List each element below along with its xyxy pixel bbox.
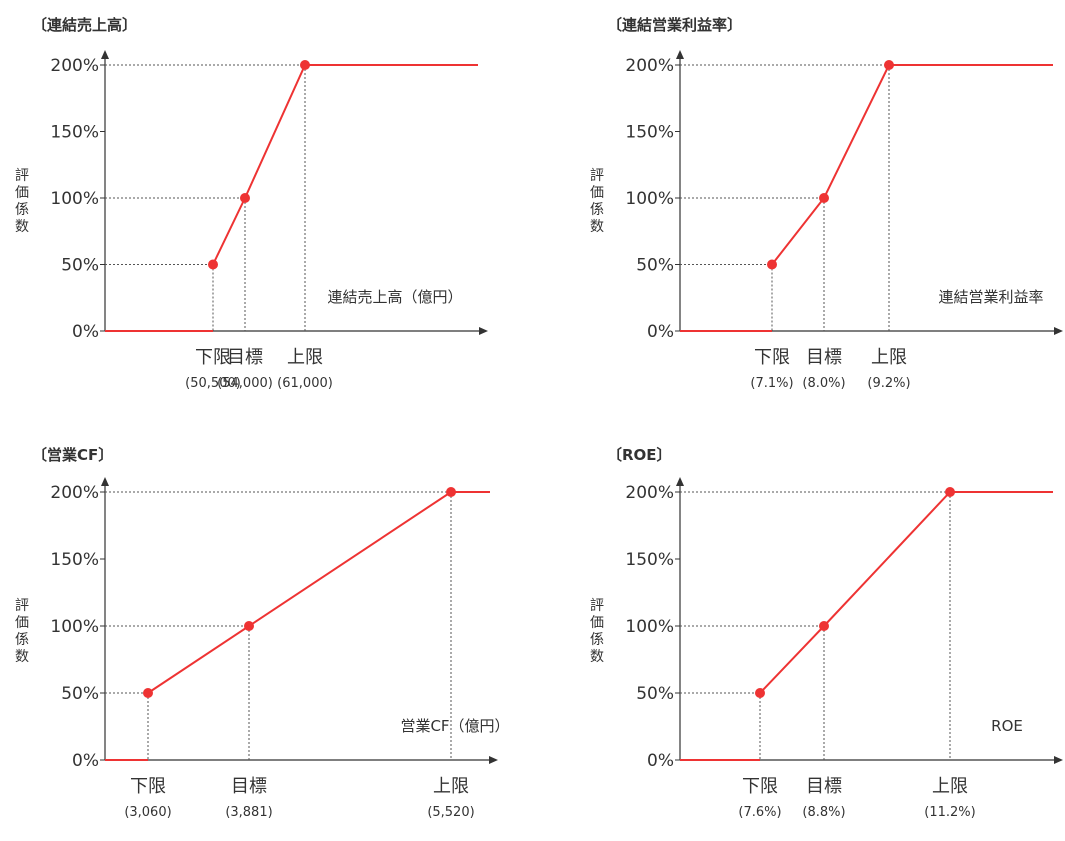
x-axis-arrow — [1054, 756, 1063, 764]
data-point — [884, 60, 894, 70]
series-line — [147, 491, 490, 694]
y-axis-label: 評価係数 — [590, 598, 604, 665]
y-tick-label: 100% — [625, 617, 674, 637]
x-marker-value: (8.8%) — [802, 805, 845, 820]
y-tick-label: 0% — [647, 322, 674, 342]
x-axis-arrow — [479, 327, 488, 335]
chart-title: 〔連結営業利益率〕 — [607, 16, 742, 34]
data-point — [244, 621, 254, 631]
x-axis-arrow — [1054, 327, 1063, 335]
y-tick-label: 100% — [50, 617, 99, 637]
y-axis-label: 評価係数 — [590, 168, 604, 235]
y-axis-arrow — [101, 50, 109, 59]
data-point — [819, 621, 829, 631]
x-marker-value: (7.1%) — [750, 376, 793, 391]
y-tick-label: 200% — [50, 483, 99, 503]
x-marker-value: (61,000) — [277, 376, 333, 391]
x-marker-label: 下限 — [195, 347, 231, 368]
chart-svg: 〔連結営業利益率〕評価係数 0% 50% 100% 150% 200% 下限 (7.1%) 目標… — [590, 16, 1063, 391]
y-tick-label: 100% — [50, 189, 99, 209]
x-marker-value: (3,060) — [124, 805, 171, 820]
chart-svg: 〔ROE〕評価係数 0% 50% 100% 150% 200% 下限 (7.6%) 目標 (8.8… — [590, 446, 1063, 820]
y-tick-label: 150% — [625, 123, 674, 143]
series-line — [212, 64, 478, 265]
x-axis-label: ROE — [991, 717, 1023, 735]
chart-svg: 〔営業CF〕評価係数 0% 50% 100% 150% 200% 下限 (3,060) 目標 (3… — [15, 446, 510, 820]
y-tick-label: 150% — [50, 550, 99, 570]
x-marker-value: (8.0%) — [802, 376, 845, 391]
x-axis-label: 連結営業利益率 — [938, 288, 1043, 306]
data-point — [767, 259, 777, 270]
x-marker-label: 上限 — [871, 347, 907, 368]
x-marker-value: (54,000) — [217, 376, 273, 391]
x-marker-label: 下限 — [130, 776, 166, 797]
x-marker-label: 目標 — [806, 776, 842, 797]
data-point — [755, 688, 765, 698]
y-tick-label: 50% — [636, 256, 674, 276]
x-marker-label: 目標 — [227, 347, 263, 368]
y-tick-label: 0% — [72, 322, 99, 342]
y-tick-label: 200% — [50, 56, 99, 76]
chart-title: 〔連結売上高〕 — [32, 16, 137, 34]
series-line — [759, 491, 1053, 694]
y-tick-label: 0% — [647, 751, 674, 771]
chart-panel: 〔連結営業利益率〕評価係数 0% 50% 100% 150% 200% 下限 (7.1%) 目標… — [575, 0, 1065, 411]
data-point — [143, 688, 153, 698]
x-axis-arrow — [489, 756, 498, 764]
chart-title: 〔ROE〕 — [607, 446, 672, 464]
y-axis-arrow — [676, 477, 684, 486]
y-tick-label: 50% — [61, 256, 99, 276]
x-marker-label: 上限 — [433, 776, 469, 797]
y-tick-label: 50% — [636, 684, 674, 704]
x-axis-label: 連結売上高（億円） — [327, 288, 462, 306]
x-axis-label: 営業CF（億円） — [400, 717, 509, 735]
y-tick-label: 100% — [625, 189, 674, 209]
chart-panel: 〔ROE〕評価係数 0% 50% 100% 150% 200% 下限 (7.6%) 目標 (8.8… — [575, 430, 1065, 841]
x-marker-value: (7.6%) — [738, 805, 781, 820]
x-marker-label: 下限 — [742, 776, 778, 797]
data-point — [240, 193, 250, 203]
y-tick-label: 200% — [625, 483, 674, 503]
data-point — [819, 193, 829, 203]
x-marker-label: 目標 — [231, 776, 267, 797]
x-marker-value: (5,520) — [427, 805, 474, 820]
data-point — [446, 487, 456, 497]
x-marker-value: (50,500) — [185, 376, 241, 391]
chart-panel: 〔営業CF〕評価係数 0% 50% 100% 150% 200% 下限 (3,060) 目標 (3… — [0, 430, 530, 841]
y-tick-label: 150% — [50, 123, 99, 143]
y-tick-label: 150% — [625, 550, 674, 570]
y-tick-label: 50% — [61, 684, 99, 704]
x-marker-label: 目標 — [806, 347, 842, 368]
y-axis-arrow — [101, 477, 109, 486]
series-line — [771, 64, 1053, 266]
chart-panel: 〔連結売上高〕評価係数 0% 50% 100% 150% 200% 下限 (50,500) 目標… — [0, 0, 530, 411]
y-tick-label: 200% — [625, 56, 674, 76]
data-point — [300, 60, 310, 70]
x-marker-label: 上限 — [932, 776, 968, 797]
chart-title: 〔営業CF〕 — [32, 446, 113, 464]
x-marker-value: (11.2%) — [924, 805, 975, 820]
data-point — [208, 259, 218, 270]
x-marker-label: 上限 — [287, 347, 323, 368]
x-marker-value: (3,881) — [225, 805, 272, 820]
y-axis-label: 評価係数 — [15, 168, 29, 235]
y-tick-label: 0% — [72, 751, 99, 771]
chart-svg: 〔連結売上高〕評価係数 0% 50% 100% 150% 200% 下限 (50,500) 目標… — [15, 16, 488, 391]
x-marker-label: 下限 — [754, 347, 790, 368]
y-axis-label: 評価係数 — [15, 598, 29, 665]
data-point — [945, 487, 955, 497]
y-axis-arrow — [676, 50, 684, 59]
x-marker-value: (9.2%) — [867, 376, 910, 391]
